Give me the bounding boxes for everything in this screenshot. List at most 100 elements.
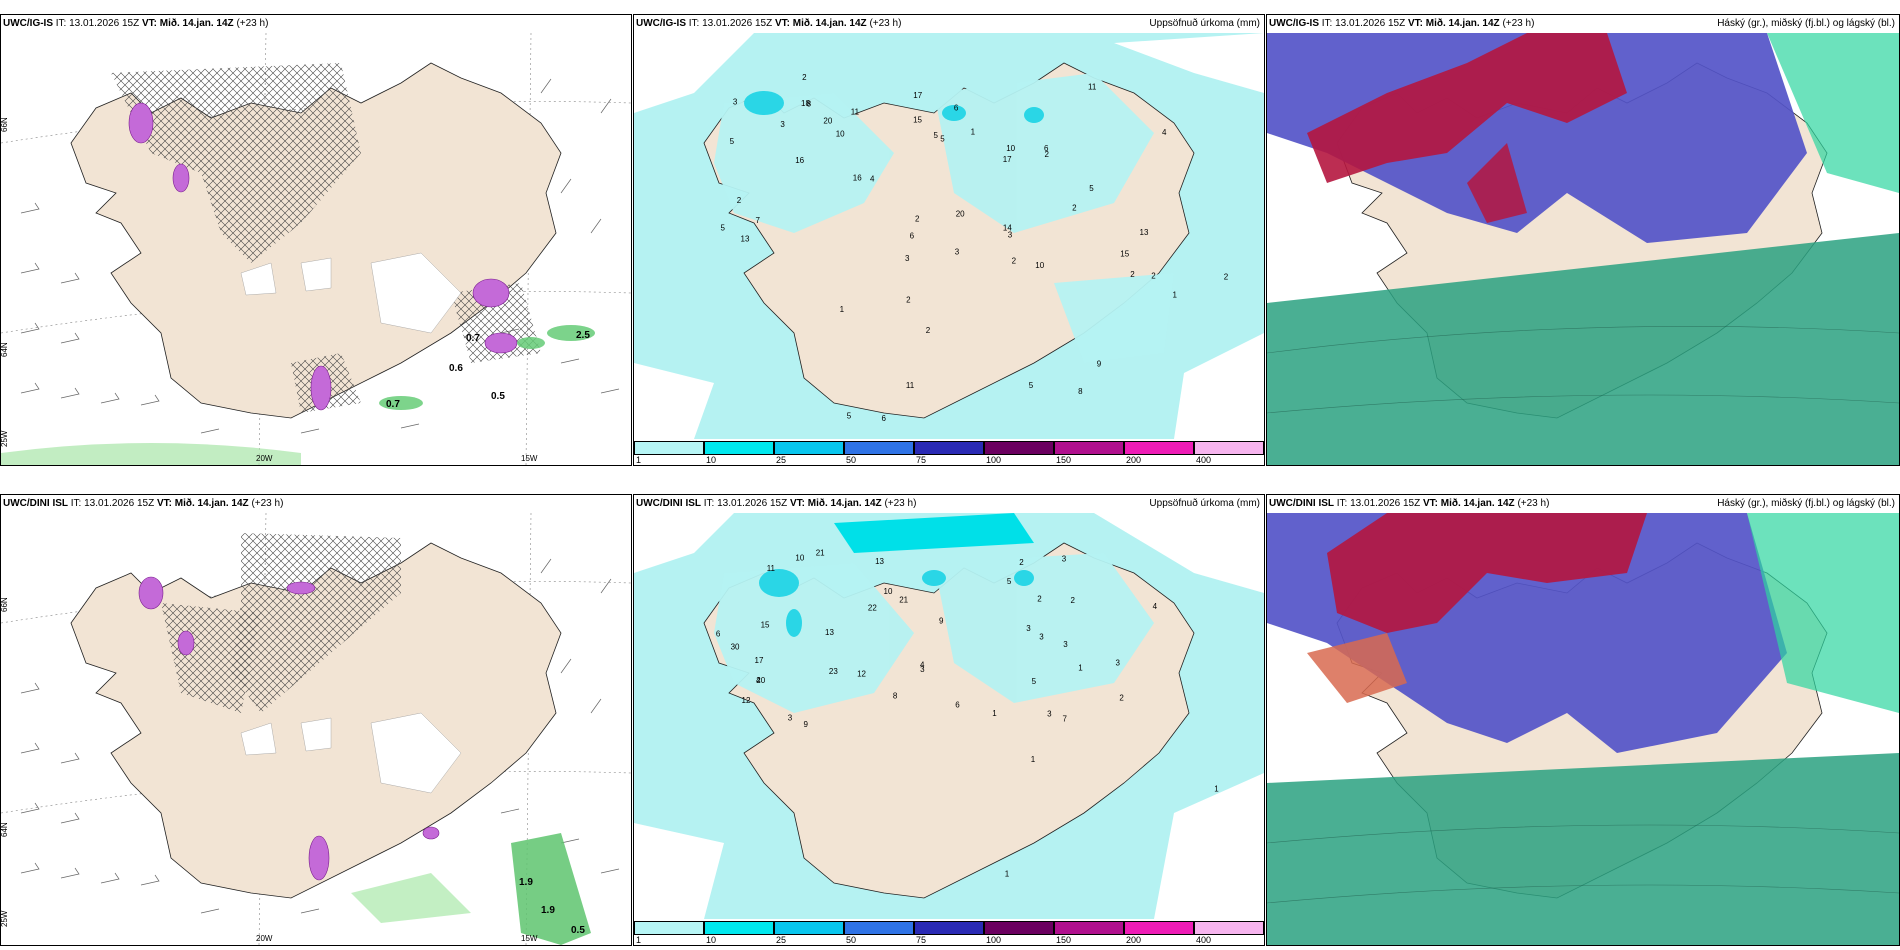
precip-value-label: 2 [737, 196, 742, 205]
precip-value-label: 20 [756, 676, 765, 685]
lead-time: (+23 h) [1502, 18, 1535, 29]
axis-label: 66N [1, 597, 9, 612]
colorbar: 1 10 25 50 75 100 150 200 400 [634, 919, 1264, 945]
precip-value-label: 6 [955, 700, 960, 709]
valid-time: Mið. 14.jan. 14Z [174, 498, 249, 509]
valid-time: Mið. 14.jan. 14Z [792, 18, 867, 29]
colorbar-tick: 150 [1056, 455, 1072, 465]
wind-label: 2.5 [576, 330, 590, 341]
lead-time: (+23 h) [884, 498, 917, 509]
init-time: IT: 13.01.2026 15Z [703, 498, 788, 509]
precip-value-label: 1 [1078, 664, 1083, 673]
colorbar-tick: 150 [1056, 935, 1072, 945]
precip-value-label: 2 [915, 215, 920, 224]
precip-value-label: 2 [906, 295, 911, 304]
wind-label: 1.9 [541, 905, 555, 916]
glaciers [240, 252, 462, 334]
precip-value-label: 3 [780, 120, 785, 129]
precip-value-label: 13 [741, 234, 750, 243]
precip-value-label: 6 [1044, 144, 1049, 153]
precip-purple [138, 576, 440, 881]
wind-map-svg: 0.7 0.6 0.7 0.5 2.5 66N 64N 20W 15W 25W [1, 33, 631, 465]
colorbar-tick: 200 [1126, 455, 1142, 465]
precip-value-label: 10 [884, 587, 893, 596]
wind-label: 0.7 [466, 333, 480, 344]
precip-value-label: 15 [1120, 250, 1129, 259]
model-name: UWC/IG-IS [3, 18, 53, 29]
precip-value-label: 1 [840, 305, 845, 314]
precip-value-label: 8 [807, 100, 812, 109]
precip-map: 12 13 11 10 23 15 17 20 21 22 30 21 12 13 9 10 8 6 4 3 7 2 5 3 3… [634, 513, 1264, 919]
wind-label: 1.9 [519, 877, 533, 888]
valid-label: VT: [1407, 18, 1423, 29]
panel-header: UWC/IG-IS IT: 13.01.2026 15Z VT: Mið. 14… [634, 15, 1264, 33]
valid-label: VT: [1422, 498, 1438, 509]
precip-map-panel-bottom: UWC/DINI ISL IT: 13.01.2026 15Z VT: Mið.… [633, 494, 1265, 946]
model-name: UWC/IG-IS [636, 18, 686, 29]
precip-map: 6 5 17 16 11 13 18 20 2 3 5 7 8 10 4 3 2 5 16 15 17 14 10 6 11 20… [634, 33, 1264, 439]
precip-title: Uppsöfnuð úrkoma (mm) [1149, 498, 1260, 509]
precip-number-labels: 6517161113182023578104325161517141061120… [721, 73, 1229, 423]
colorbar-tick: 25 [776, 455, 787, 465]
init-time: IT: 13.01.2026 15Z [688, 18, 773, 29]
wind-map-svg: 1.9 1.9 0.5 66N 64N 20W 15W 25W [1, 513, 631, 945]
precip-value-label: 1 [1173, 290, 1178, 299]
valid-label: VT: [141, 18, 157, 29]
colorbar-swatch [774, 921, 844, 935]
precip-value-label: 18 [801, 99, 810, 108]
panel-header: UWC/DINI ISL IT: 13.01.2026 15Z VT: Mið.… [1267, 495, 1899, 513]
cloud-map [1267, 33, 1899, 465]
colorbar-tick: 400 [1196, 935, 1212, 945]
precip-value-label: 2 [926, 326, 931, 335]
precip-value-label: 20 [956, 209, 965, 218]
init-time: IT: 13.01.2026 15Z [1321, 18, 1406, 29]
wind-map-panel-top: UWC/IG-IS IT: 13.01.2026 15Z VT: Mið. 14… [0, 14, 632, 466]
axis-label: 20W [256, 454, 273, 463]
high-cloud-area [1307, 33, 1627, 183]
colorbar-tick: 1 [636, 455, 642, 465]
cloud-map-panel-top: UWC/IG-IS IT: 13.01.2026 15Z VT: Mið. 14… [1266, 14, 1900, 466]
colorbar-tick: 50 [846, 935, 857, 945]
precip-value-label: 12 [742, 696, 751, 705]
precip-value-label: 2 [1037, 594, 1042, 603]
low-cloud-area [1267, 233, 1899, 465]
precip-value-label: 6 [910, 232, 915, 241]
colorbar-tick: 200 [1126, 935, 1142, 945]
wind-label: 0.6 [449, 363, 463, 374]
precip-value-label: 3 [1026, 624, 1031, 633]
lead-time: (+23 h) [869, 18, 902, 29]
colorbar-swatch [774, 441, 844, 455]
precip-value-label: 6 [954, 103, 959, 112]
mid-cloud-area [1267, 33, 1807, 243]
precip-value-label: 15 [761, 621, 770, 630]
colorbar-swatch [1194, 921, 1264, 935]
precip-value-label: 3 [1039, 633, 1044, 642]
low-cloud-area [1747, 513, 1899, 713]
precip-value-label: 7 [1063, 715, 1068, 724]
precip-value-label: 2 [1151, 271, 1156, 280]
precip-value-label: 5 [940, 135, 945, 144]
axis-label: 20W [256, 934, 273, 943]
low-cloud-area [1767, 33, 1899, 193]
precip-value-label: 2 [1012, 256, 1017, 265]
colorbar-swatch [844, 441, 914, 455]
precip-value-label: 4 [920, 660, 925, 669]
low-cloud-area [1267, 753, 1899, 945]
model-name: UWC/DINI ISL [636, 498, 701, 509]
valid-label: VT: [789, 498, 805, 509]
precip-value-label: 9 [1097, 360, 1102, 369]
precip-value-label: 5 [1089, 184, 1094, 193]
valid-time: Mið. 14.jan. 14Z [1425, 18, 1500, 29]
precip-value-label: 3 [1116, 659, 1121, 668]
precip-value-label: 1 [1214, 785, 1219, 794]
lead-time: (+23 h) [1517, 498, 1550, 509]
precip-green [379, 325, 595, 410]
colorbar-tick: 100 [986, 455, 1002, 465]
colorbar-swatch [914, 441, 984, 455]
axis-label: 64N [1, 822, 9, 837]
colorbar-tick: 1 [636, 935, 642, 945]
precip-value-label: 13 [1140, 228, 1149, 237]
model-name: UWC/IG-IS [1269, 18, 1319, 29]
colorbar-swatch [704, 921, 774, 935]
